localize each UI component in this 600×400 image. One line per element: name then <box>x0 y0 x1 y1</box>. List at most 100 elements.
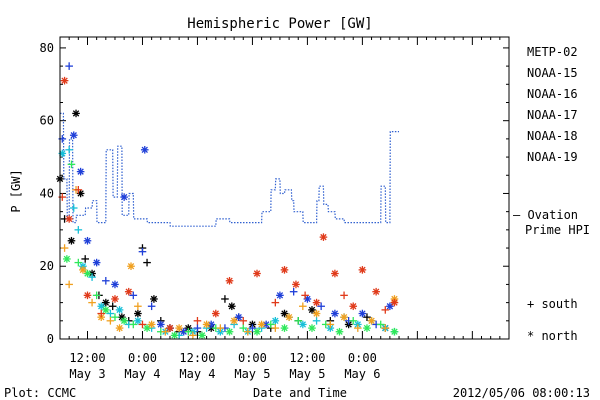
data-point-noaa-17-north <box>198 331 206 340</box>
data-point-noaa-16-north <box>97 302 106 311</box>
data-point-noaa-19-north <box>312 298 321 307</box>
data-point-noaa-15-north <box>140 145 149 154</box>
data-point-noaa-18-south <box>161 327 170 336</box>
data-point-noaa-15-north <box>111 280 119 289</box>
legend-item-noaa-17: NOAA-17 <box>527 108 578 122</box>
x-tick-time-label: 0:00 <box>128 351 157 365</box>
x-tick-time-label: 0:00 <box>348 351 377 365</box>
data-point-noaa-19-north <box>211 309 220 318</box>
data-point-noaa-18-north <box>340 313 348 321</box>
data-point-noaa-17-south <box>376 320 385 329</box>
data-point-metp-02-south <box>108 302 117 311</box>
data-point-noaa-18-south <box>216 324 225 332</box>
data-point-noaa-17-south <box>67 160 76 169</box>
data-point-noaa-18-south <box>271 324 280 332</box>
x-tick-date-label: May 6 <box>344 367 380 381</box>
data-point-noaa-19-south <box>271 298 280 307</box>
data-point-metp-02-south <box>363 313 371 321</box>
data-point-noaa-19-north <box>83 291 92 300</box>
data-point-metp-02-north <box>280 309 289 318</box>
legend-item-metp-02: METP-02 <box>527 45 578 59</box>
data-point-noaa-17-north <box>308 324 316 332</box>
y-axis-label: P [GW] <box>9 169 23 212</box>
data-point-noaa-17-north <box>83 269 92 278</box>
data-point-noaa-18-north <box>312 309 321 318</box>
marker-key-south: + south <box>527 297 578 311</box>
data-point-noaa-17-north <box>363 324 371 332</box>
data-point-noaa-16-south <box>88 273 96 281</box>
data-point-noaa-17-south <box>129 320 138 329</box>
data-point-noaa-17-north <box>63 255 71 263</box>
data-point-noaa-15-south <box>129 291 138 300</box>
data-point-noaa-17-south <box>74 258 83 267</box>
data-point-noaa-17-south <box>184 327 193 336</box>
data-point-noaa-15-north <box>262 320 270 329</box>
data-point-metp-02-south <box>221 295 229 303</box>
y-tick-label: 0 <box>47 332 54 346</box>
data-point-noaa-17-north <box>225 327 234 336</box>
legend-item-noaa-15: NOAA-15 <box>527 66 578 80</box>
data-point-noaa-18-north <box>257 320 266 329</box>
data-point-noaa-17-north <box>280 324 289 332</box>
legend-ovation-label: — Ovation <box>513 208 578 222</box>
data-point-noaa-18-south <box>326 320 335 329</box>
data-point-noaa-15-south <box>65 62 73 70</box>
legend: METP-02 NOAA-15 NOAA-16 NOAA-17 NOAA-18 NOAA-… <box>513 45 590 343</box>
x-tick-date-label: May 5 <box>289 367 325 381</box>
y-tick-label: 80 <box>40 41 54 55</box>
data-point-noaa-16-north <box>115 306 124 314</box>
legend-item-noaa-18: NOAA-18 <box>527 129 578 143</box>
data-point-noaa-18-north <box>202 320 211 329</box>
data-point-metp-02-north <box>72 109 80 118</box>
axes-layer: 0 20 40 60 80 12:00 May 3 0:00 May 4 12:00 May 4 0:… <box>40 37 510 381</box>
x-tick-time-label: 12:00 <box>289 351 325 365</box>
data-point-noaa-19-north <box>124 287 133 296</box>
data-point-noaa-19-south <box>193 317 202 325</box>
data-point-noaa-18-south <box>354 324 362 332</box>
data-point-noaa-17-south <box>92 291 101 300</box>
data-point-noaa-16-south <box>65 145 73 154</box>
data-point-noaa-19-north <box>319 233 328 241</box>
data-point-noaa-17-north <box>143 324 151 332</box>
data-point-noaa-19-south <box>381 306 390 314</box>
data-point-noaa-18-north <box>285 313 293 321</box>
x-tick-date-label: May 3 <box>69 367 105 381</box>
y-tick-label: 60 <box>40 114 54 128</box>
data-point-noaa-18-south <box>106 317 115 325</box>
data-point-noaa-19-north <box>349 302 358 311</box>
x-tick-date-label: May 5 <box>234 367 270 381</box>
data-point-noaa-16-south <box>312 317 321 325</box>
legend-item-noaa-16: NOAA-16 <box>527 87 578 101</box>
data-point-metp-02-south <box>143 258 151 267</box>
data-point-noaa-15-south <box>193 324 202 332</box>
plot-frame <box>59 36 510 340</box>
data-point-noaa-18-north <box>79 266 87 274</box>
ovation-hpi-layer <box>60 112 399 227</box>
data-point-noaa-18-north <box>367 317 376 325</box>
x-tick-time-label: 12:00 <box>69 351 105 365</box>
data-point-noaa-16-north <box>134 317 142 325</box>
data-point-noaa-19-north <box>111 295 119 303</box>
data-point-noaa-17-north <box>102 306 110 314</box>
data-point-noaa-17-south <box>266 320 275 329</box>
data-point-noaa-18-north <box>115 324 124 332</box>
data-point-noaa-17-south <box>239 324 248 332</box>
data-point-noaa-16-south <box>74 226 83 234</box>
data-point-noaa-19-north <box>331 269 339 278</box>
data-point-noaa-16-north <box>271 317 280 325</box>
data-point-noaa-15-north <box>276 291 284 300</box>
data-point-noaa-19-north <box>292 280 300 289</box>
x-tick-time-label: 12:00 <box>179 351 215 365</box>
data-point-metp-02-north <box>308 306 316 314</box>
data-point-noaa-17-south <box>349 317 358 325</box>
data-point-noaa-19-north <box>253 269 261 278</box>
x-axis-label: Date and Time <box>253 386 347 400</box>
data-point-noaa-19-south <box>340 291 348 300</box>
data-point-noaa-18-south <box>60 244 69 252</box>
data-point-noaa-19-north <box>358 266 367 274</box>
data-point-noaa-17-north <box>170 331 179 340</box>
data-point-noaa-15-south <box>317 302 325 311</box>
data-point-noaa-15-north <box>76 167 85 176</box>
data-point-noaa-17-north <box>390 327 399 336</box>
